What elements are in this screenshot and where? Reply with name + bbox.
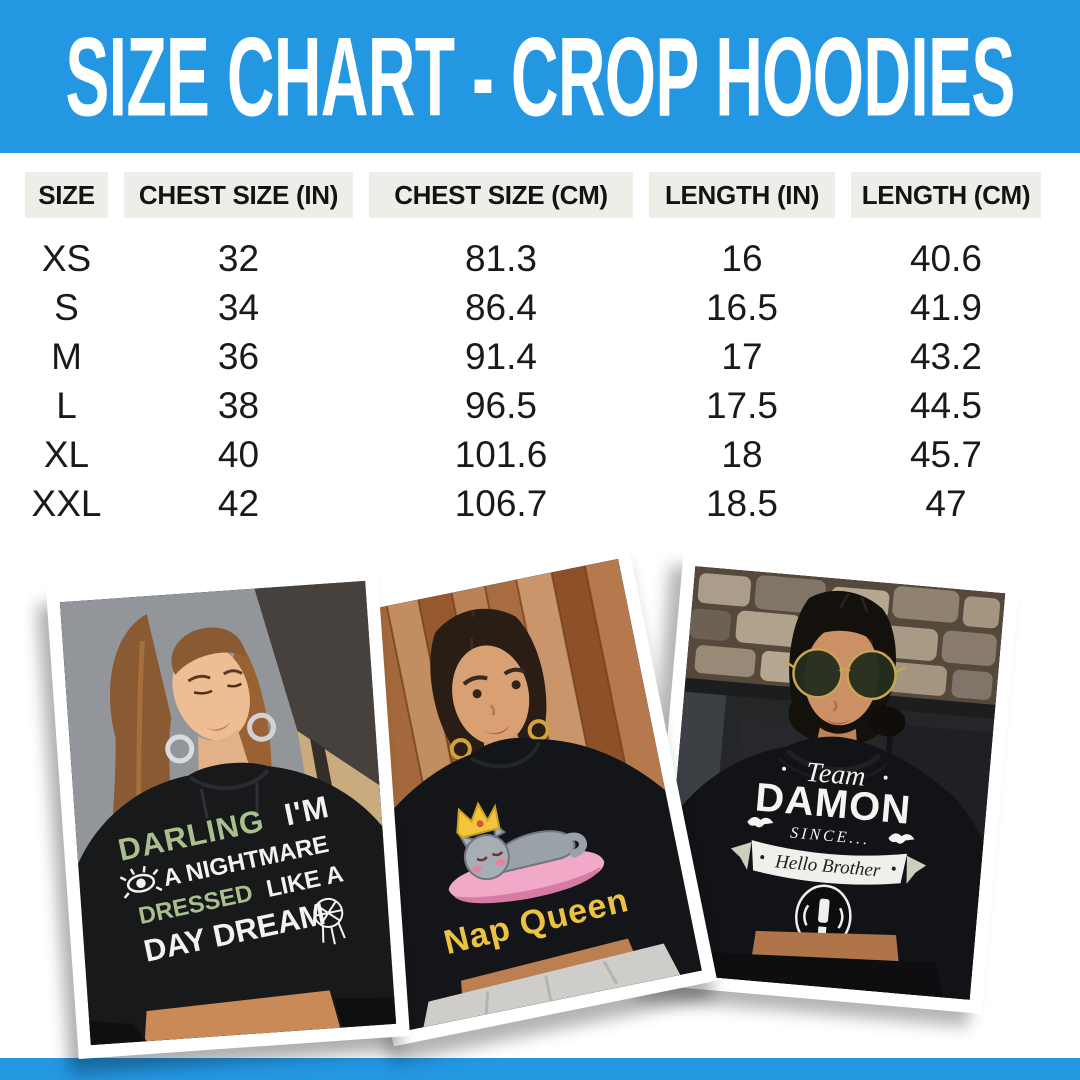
column-header-length-cm: LENGTH (CM) — [851, 172, 1041, 218]
cell-length-cm: 41.9 — [909, 287, 982, 328]
cell-chest-in: 34 — [217, 287, 260, 328]
cell-chest-cm: 96.5 — [464, 385, 537, 426]
cell-length-in: 18.5 — [705, 483, 778, 524]
column-header-size: SIZE — [25, 172, 108, 218]
cell-size: XXL — [31, 483, 102, 524]
cell-chest-in: 40 — [217, 434, 260, 475]
size-table-header: SIZE CHEST SIZE (IN) CHEST SIZE (CM) LEN… — [25, 172, 1045, 218]
cat-graphic — [448, 801, 605, 904]
lips — [204, 722, 231, 731]
black-crop-hoodie — [78, 762, 397, 1046]
round-sunglasses — [782, 648, 906, 701]
cell-chest-in: 36 — [217, 336, 260, 377]
team-damon-photo: Team DAMON SINCE... Hello Brother — [659, 566, 1006, 1000]
right-model — [782, 590, 906, 766]
cell-chest-in: 42 — [217, 483, 260, 524]
cell-length-in: 17 — [721, 336, 763, 377]
darling-hoodie-photo: DARLING I'M A NIGHTMARE DRESSED LIKE A D… — [59, 580, 397, 1046]
crow-left-icon — [747, 817, 774, 828]
eye-icon — [119, 865, 163, 899]
size-table-body: XS 32 81.3 16 40.6 S 34 86.4 16.5 41.9 M… — [25, 234, 1045, 528]
pink-pillow — [448, 850, 605, 903]
cell-chest-cm: 81.3 — [464, 238, 537, 279]
cell-length-cm: 40.6 — [909, 238, 982, 279]
photo-nap-queen-hoodie: Nap Queen — [304, 543, 718, 1047]
cell-length-cm: 43.2 — [909, 336, 982, 377]
dreamcatcher-icon — [313, 897, 346, 945]
midriff — [144, 990, 341, 1042]
cell-length-cm: 45.7 — [909, 434, 982, 475]
photo-team-damon-hoodie: Team DAMON SINCE... Hello Brother — [645, 552, 1020, 1014]
photo-darling-hoodie: DARLING I'M A NIGHTMARE DRESSED LIKE A D… — [46, 566, 410, 1060]
banner-ribbon — [730, 840, 927, 885]
design-since-text: SINCE... — [790, 825, 872, 849]
hoop-earring-left — [165, 734, 195, 764]
cell-size: XS — [41, 238, 92, 279]
cell-chest-in: 38 — [217, 385, 260, 426]
crown-icon — [456, 801, 501, 839]
midriff — [461, 938, 636, 997]
cell-size: S — [54, 287, 79, 328]
column-header-length-in: LENGTH (IN) — [649, 172, 835, 218]
hair-bun — [869, 706, 906, 737]
wall-shadow — [254, 580, 380, 786]
title-banner: SIZE CHART - CROP HOODIES — [0, 0, 1080, 153]
cell-length-cm: 44.5 — [909, 385, 982, 426]
drawstrings — [199, 782, 259, 819]
cell-length-in: 18 — [721, 434, 763, 475]
cell-chest-cm: 101.6 — [454, 434, 548, 475]
column-header-chest-in: CHEST SIZE (IN) — [124, 172, 353, 218]
cell-length-cm: 47 — [925, 483, 967, 524]
cat-tail — [560, 832, 587, 858]
cell-chest-cm: 106.7 — [454, 483, 548, 524]
nap-queen-photo: Nap Queen — [320, 558, 702, 1032]
cell-size: L — [56, 385, 77, 426]
footer-bar — [0, 1058, 1080, 1080]
cell-chest-cm: 91.4 — [464, 336, 537, 377]
dark-bottoms — [687, 951, 943, 998]
cell-size: XL — [43, 434, 90, 475]
page-title: SIZE CHART - CROP HOODIES — [65, 12, 1015, 140]
design-team-text: Team — [805, 757, 867, 793]
cell-length-in: 16.5 — [705, 287, 778, 328]
cell-chest-in: 32 — [217, 238, 260, 279]
cell-length-in: 17.5 — [705, 385, 778, 426]
column-header-chest-cm: CHEST SIZE (CM) — [369, 172, 633, 218]
cell-chest-cm: 86.4 — [464, 287, 537, 328]
hoop-earring-right — [247, 712, 277, 742]
crow-right-icon — [888, 833, 915, 844]
gold-hoop-earring-right — [527, 719, 550, 742]
cell-size: M — [51, 336, 82, 377]
cell-length-in: 16 — [721, 238, 763, 279]
